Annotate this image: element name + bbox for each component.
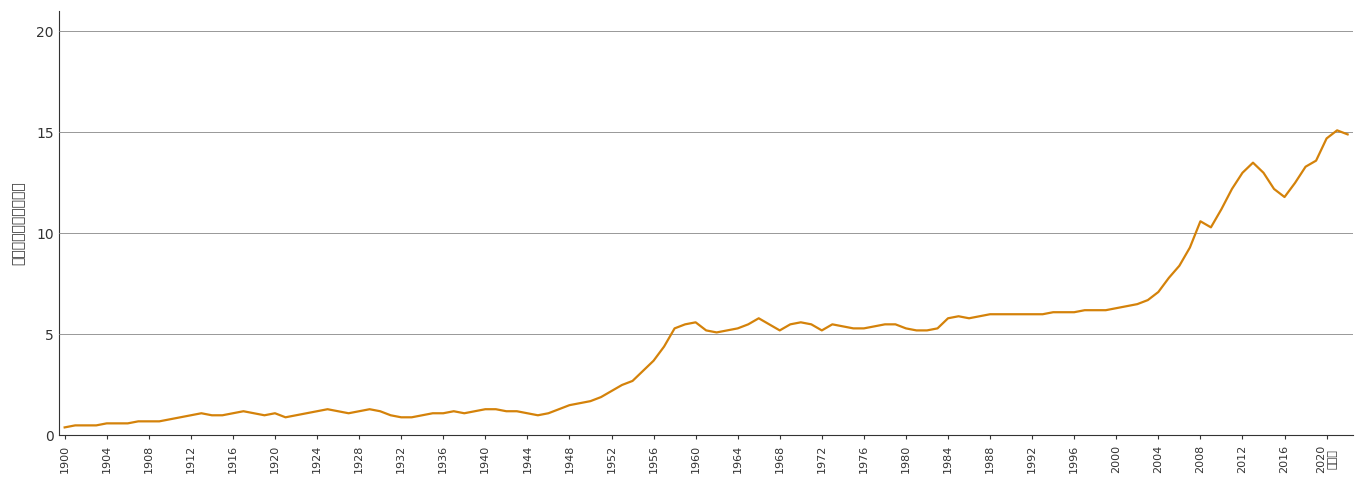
Y-axis label: 开采冶炼总量（亿吨）: 开采冶炼总量（亿吨） bbox=[11, 182, 25, 265]
